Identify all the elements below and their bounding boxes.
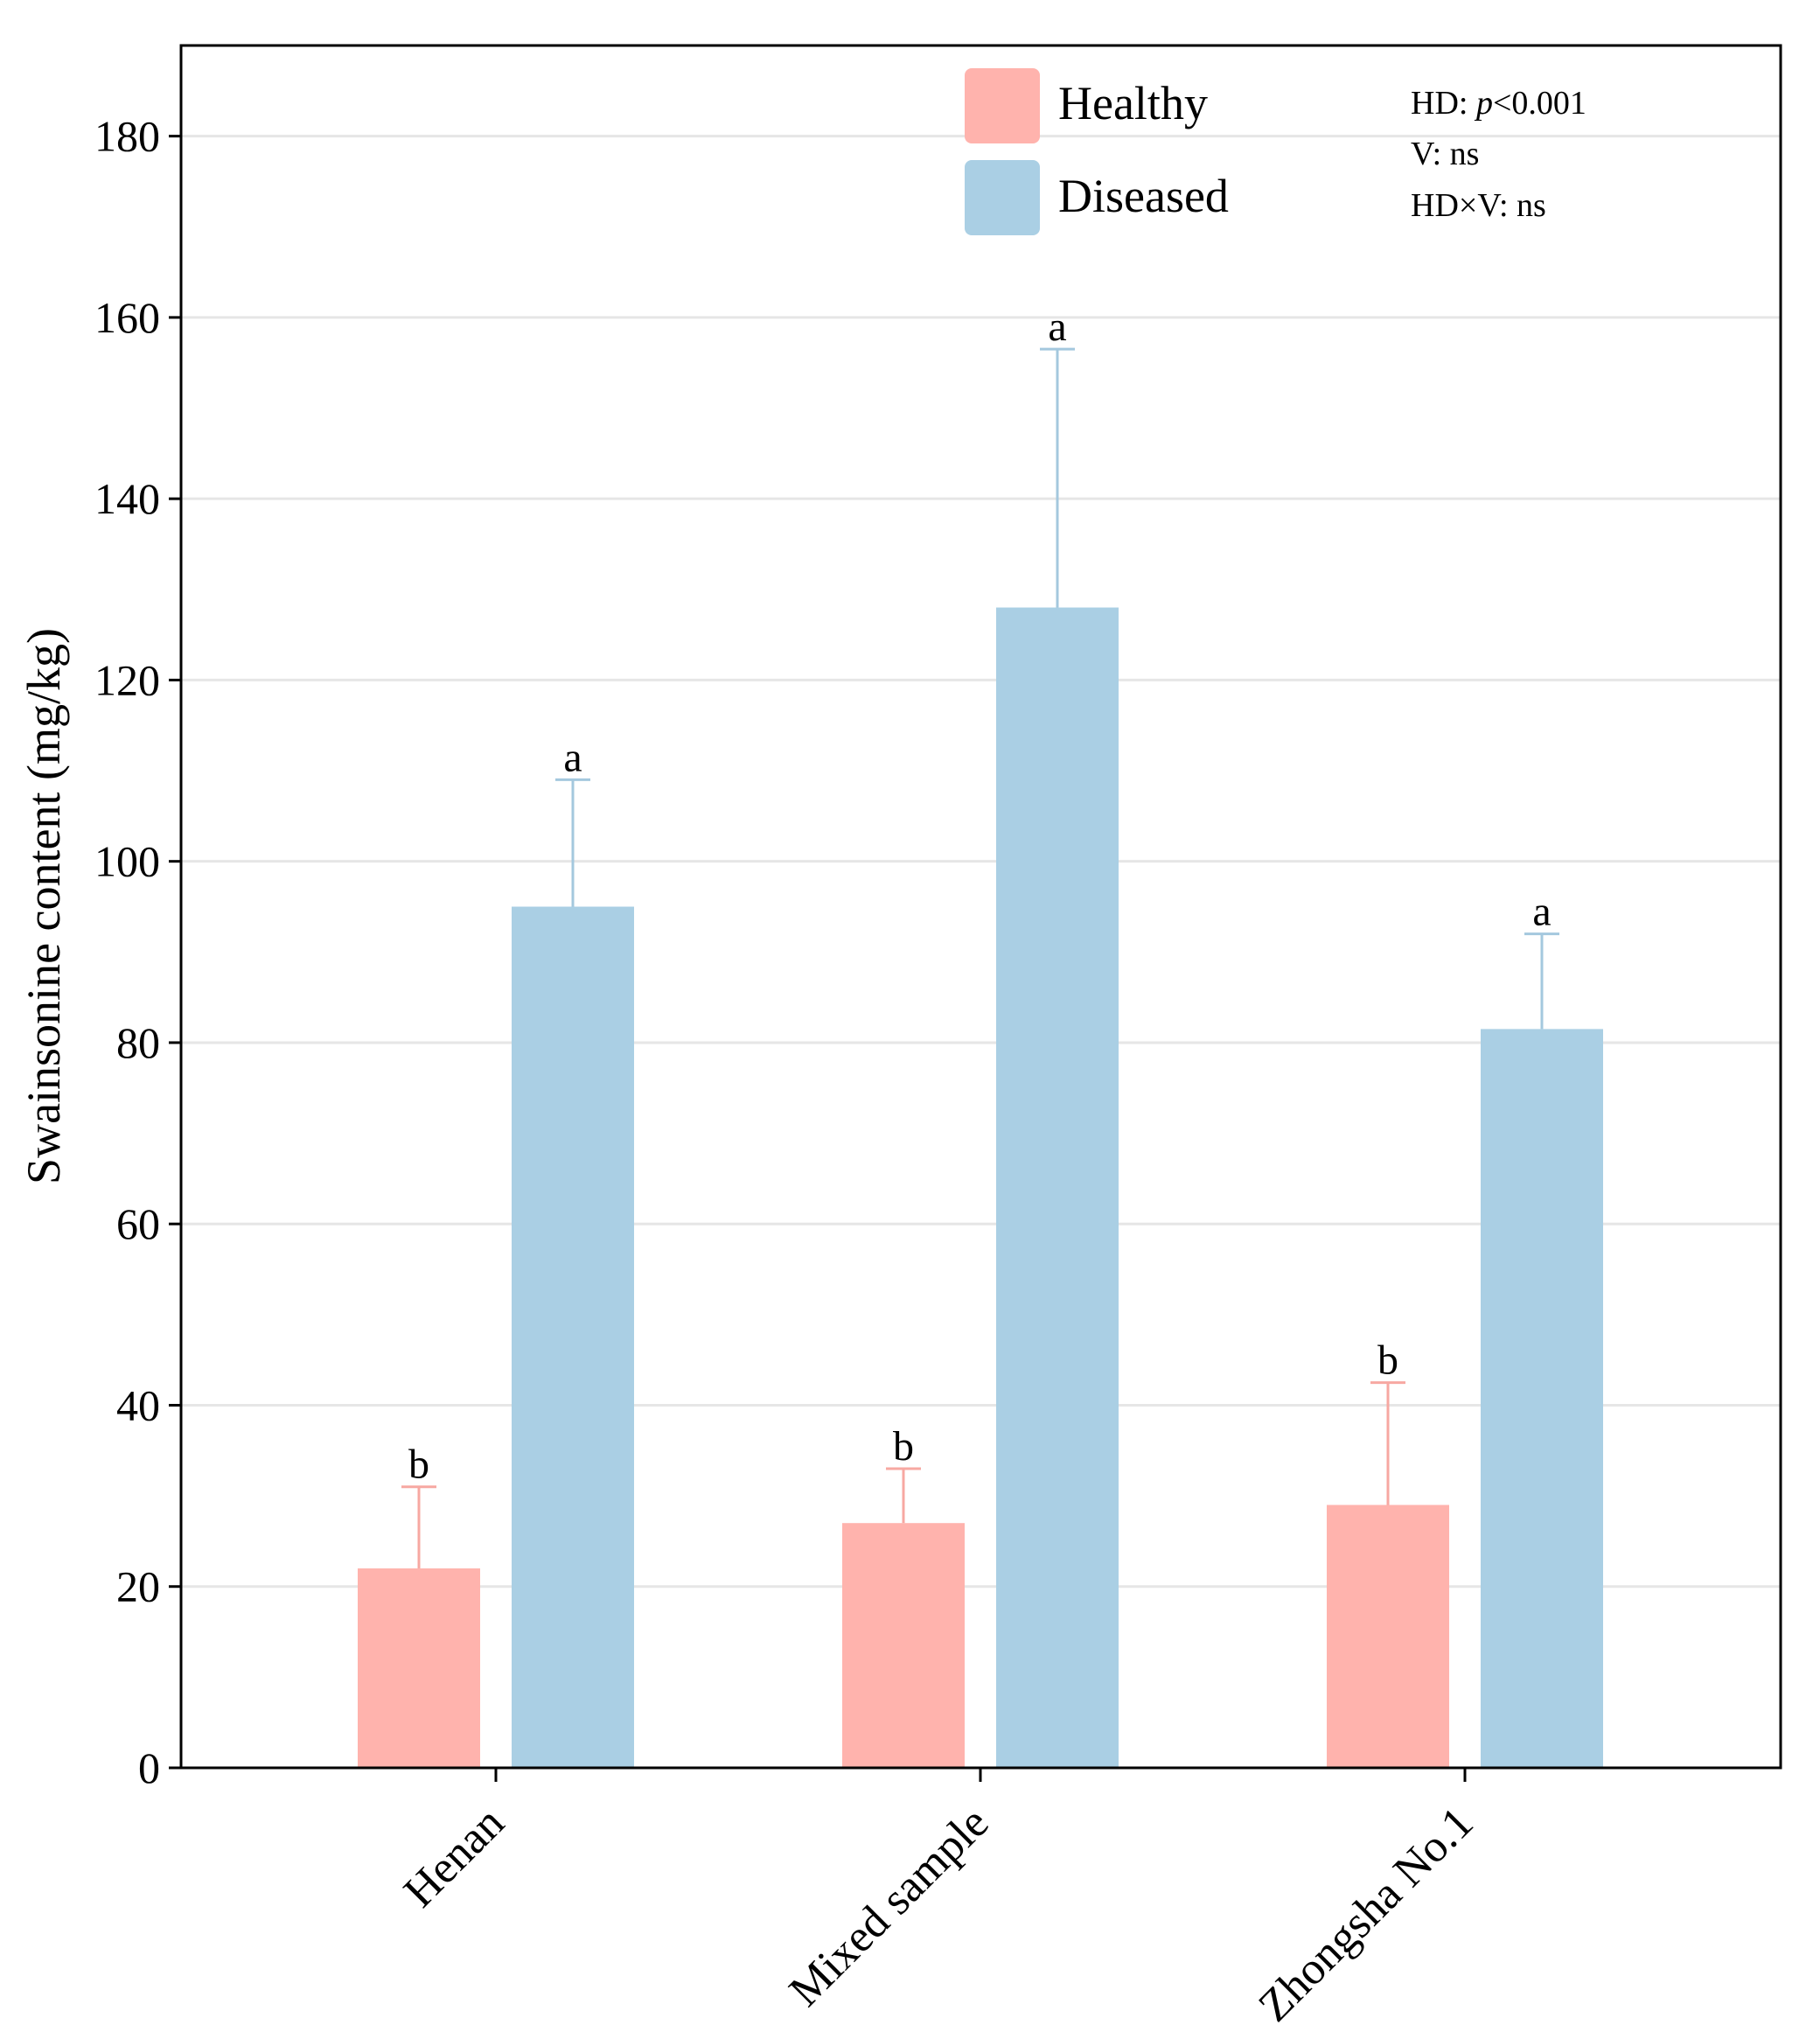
significance-letter: b bbox=[1377, 1337, 1398, 1384]
y-tick-label: 120 bbox=[94, 655, 160, 704]
legend-label-healthy: Healthy bbox=[1058, 77, 1208, 129]
y-axis: 0 20 40 60 80 100 120 140 160 180 bbox=[94, 112, 181, 1792]
stat-hd-p: p bbox=[1474, 85, 1493, 122]
error-bars bbox=[401, 347, 1559, 1569]
significance-letter: b bbox=[893, 1423, 914, 1470]
stat-hd-prefix: HD: bbox=[1411, 85, 1476, 122]
stat-hd: HD: p<0.001 bbox=[1411, 85, 1586, 122]
x-axis: Henan Mixed sample Zhongsha No.1 bbox=[394, 1768, 1482, 2031]
y-tick-label: 20 bbox=[116, 1562, 160, 1611]
bar-healthy bbox=[842, 1523, 965, 1768]
significance-letter: b bbox=[408, 1442, 429, 1488]
y-tick-label: 180 bbox=[94, 112, 160, 161]
stat-hd-value: <0.001 bbox=[1493, 85, 1586, 122]
bar-diseased bbox=[996, 607, 1119, 1768]
legend-swatch-diseased bbox=[965, 160, 1040, 235]
y-tick-label: 140 bbox=[94, 474, 160, 523]
y-tick-label: 60 bbox=[116, 1199, 160, 1248]
statistics-annotation: HD: p<0.001 V: ns HD×V: ns bbox=[1411, 85, 1586, 224]
significance-letters: b a b a b a bbox=[408, 304, 1552, 1488]
significance-letter: a bbox=[1048, 304, 1066, 350]
y-axis-label: Swainsonine content (mg/kg) bbox=[17, 628, 70, 1184]
stat-hdxv: HD×V: ns bbox=[1411, 187, 1546, 224]
bar-diseased bbox=[1481, 1029, 1603, 1768]
y-tick-label: 40 bbox=[116, 1380, 160, 1429]
x-tick-label: Mixed sample bbox=[780, 1798, 999, 2016]
y-tick-label: 100 bbox=[94, 837, 160, 886]
bar-healthy bbox=[358, 1568, 480, 1768]
bar-diseased bbox=[512, 906, 634, 1768]
stat-v: V: ns bbox=[1411, 136, 1479, 172]
y-tick-label: 160 bbox=[94, 293, 160, 342]
legend-swatch-healthy bbox=[965, 68, 1040, 143]
y-tick-label: 0 bbox=[138, 1743, 160, 1792]
y-tick-label: 80 bbox=[116, 1018, 160, 1067]
significance-letter: a bbox=[563, 734, 582, 780]
legend-label-diseased: Diseased bbox=[1058, 170, 1229, 222]
bars bbox=[358, 607, 1603, 1768]
bar-healthy bbox=[1327, 1505, 1449, 1768]
legend: Healthy Diseased bbox=[965, 68, 1229, 235]
x-tick-label: Zhongsha No.1 bbox=[1249, 1798, 1482, 2031]
significance-letter: a bbox=[1532, 889, 1551, 935]
x-tick-label: Henan bbox=[394, 1798, 513, 1917]
